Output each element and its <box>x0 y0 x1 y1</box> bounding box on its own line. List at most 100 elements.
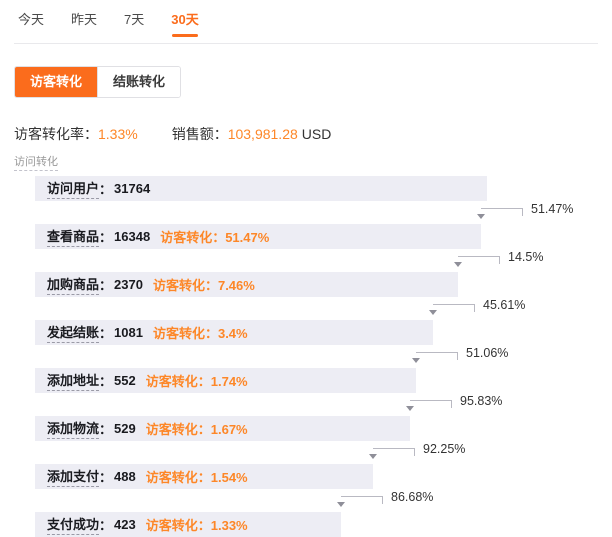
sales-amount-stat: 销售额：103,981.28 USD <box>172 124 332 144</box>
conversion-type-toggle: 访客转化 结账转化 <box>14 66 182 98</box>
funnel-bar-add-address[interactable]: 添加地址： 552 访客转化：1.74% <box>35 368 416 393</box>
stage-name[interactable]: 发起结账 <box>47 322 100 343</box>
down-arrow-icon <box>454 262 462 267</box>
step-connector-2: 14.5% <box>454 249 598 272</box>
stage-separator: ： <box>99 278 113 293</box>
tab-yesterday-label: 昨天 <box>71 12 98 27</box>
funnel-bar-visit-users[interactable]: 访问用户： 31764 <box>35 176 487 201</box>
funnel-bar-add-to-cart[interactable]: 加购商品： 2370 访客转化：7.46% <box>35 272 458 297</box>
conversion-value: 51.47% <box>225 230 270 245</box>
visitor-conversion-text: 访客转化：3.4% <box>153 323 248 342</box>
conversion-funnel: 访问用户： 31764 51.47% 查看商品： 16348 访客转化：51.47%… <box>35 176 598 537</box>
conversion-value: 1.33% <box>210 518 248 533</box>
funnel-bar-add-shipping[interactable]: 添加物流： 529 访客转化：1.67% <box>35 416 410 441</box>
stage-separator: ： <box>99 518 113 533</box>
stage-separator: ： <box>99 422 113 437</box>
step-conversion-label: 14.5% <box>508 250 544 264</box>
step-bracket-line <box>481 208 523 216</box>
step-connector-7: 86.68% <box>337 489 598 512</box>
visitor-conversion-rate-value: 1.33% <box>98 126 138 142</box>
funnel-hint-text: 访问转化 <box>14 156 58 171</box>
stage-separator: ： <box>99 182 113 197</box>
sales-amount-label: 销售额： <box>171 126 228 142</box>
stage-value: 16348 <box>114 229 151 244</box>
checkout-conversion-button[interactable]: 结账转化 <box>97 67 181 97</box>
step-bracket-line <box>373 448 415 456</box>
step-connector-5: 95.83% <box>406 393 598 416</box>
step-conversion-label: 86.68% <box>391 490 434 504</box>
stage-value: 2370 <box>114 277 143 292</box>
funnel-bar-add-payment[interactable]: 添加支付： 488 访客转化：1.54% <box>35 464 373 489</box>
tab-30days-label: 30天 <box>171 12 199 27</box>
conversion-prefix: 访客转化： <box>145 518 211 533</box>
stage-value: 488 <box>114 469 136 484</box>
tab-7days-label: 7天 <box>124 12 145 27</box>
tab-7days[interactable]: 7天 <box>124 9 144 43</box>
conversion-prefix: 访客转化： <box>145 422 211 437</box>
conversion-prefix: 访客转化： <box>145 374 211 389</box>
stage-name[interactable]: 加购商品 <box>47 274 100 295</box>
stage-value: 552 <box>114 373 136 388</box>
funnel-bar-initiate-checkout[interactable]: 发起结账： 1081 访客转化：3.4% <box>35 320 433 345</box>
stage-value: 423 <box>114 517 136 532</box>
down-arrow-icon <box>369 454 377 459</box>
active-tab-underline <box>172 34 198 37</box>
down-arrow-icon <box>477 214 485 219</box>
down-arrow-icon <box>406 406 414 411</box>
stage-separator: ： <box>99 470 113 485</box>
date-range-tabs: 今天 昨天 7天 30天 <box>14 0 598 44</box>
stage-separator: ： <box>99 374 113 389</box>
conversion-prefix: 访客转化： <box>152 326 218 341</box>
down-arrow-icon <box>412 358 420 363</box>
stage-separator: ： <box>99 230 113 245</box>
visitor-conversion-rate-stat: 访客转化率：1.33% <box>14 124 138 144</box>
stage-name[interactable]: 添加支付 <box>47 466 100 487</box>
tab-today[interactable]: 今天 <box>18 9 44 43</box>
step-bracket-line <box>458 256 500 264</box>
step-conversion-label: 51.47% <box>531 202 574 216</box>
conversion-prefix: 访客转化： <box>152 278 218 293</box>
conversion-prefix: 访客转化： <box>160 230 226 245</box>
funnel-hint[interactable]: 访问转化 <box>14 153 58 171</box>
stage-value: 529 <box>114 421 136 436</box>
tab-today-label: 今天 <box>18 12 45 27</box>
tab-yesterday[interactable]: 昨天 <box>71 9 97 43</box>
stage-name[interactable]: 查看商品 <box>47 226 100 247</box>
stage-value: 1081 <box>114 325 143 340</box>
sales-amount-value: 103,981.28 <box>227 126 298 142</box>
down-arrow-icon <box>429 310 437 315</box>
down-arrow-icon <box>337 502 345 507</box>
sales-amount-currency: USD <box>301 126 332 142</box>
step-bracket-line <box>341 496 383 504</box>
stage-name[interactable]: 添加地址 <box>47 370 100 391</box>
visitor-conversion-text: 访客转化：1.33% <box>146 515 248 534</box>
step-connector-6: 92.25% <box>369 441 598 464</box>
stage-name[interactable]: 支付成功 <box>47 514 100 535</box>
step-conversion-label: 51.06% <box>466 346 509 360</box>
tab-30days[interactable]: 30天 <box>171 9 199 43</box>
summary-stats: 访客转化率：1.33% 销售额：103,981.28 USD <box>14 124 598 144</box>
visitor-conversion-text: 访客转化：1.74% <box>146 371 248 390</box>
step-conversion-label: 92.25% <box>423 442 466 456</box>
visitor-conversion-text: 访客转化：51.47% <box>160 227 269 246</box>
step-connector-3: 45.61% <box>429 297 598 320</box>
stage-name[interactable]: 添加物流 <box>47 418 100 439</box>
visitor-conversion-text: 访客转化：1.67% <box>146 419 248 438</box>
conversion-value: 1.67% <box>210 422 248 437</box>
conversion-value: 1.54% <box>210 470 248 485</box>
step-conversion-label: 95.83% <box>460 394 503 408</box>
funnel-bar-view-product[interactable]: 查看商品： 16348 访客转化：51.47% <box>35 224 481 249</box>
conversion-value: 1.74% <box>210 374 248 389</box>
stage-separator: ： <box>99 326 113 341</box>
step-connector-4: 51.06% <box>412 345 598 368</box>
stage-name[interactable]: 访问用户 <box>47 178 100 199</box>
funnel-bar-payment-success[interactable]: 支付成功： 423 访客转化：1.33% <box>35 512 341 537</box>
visitor-conversion-text: 访客转化：7.46% <box>153 275 255 294</box>
visitor-conversion-button[interactable]: 访客转化 <box>15 67 98 97</box>
visitor-conversion-text: 访客转化：1.54% <box>146 467 248 486</box>
step-bracket-line <box>410 400 452 408</box>
conversion-value: 7.46% <box>217 278 255 293</box>
conversion-prefix: 访客转化： <box>145 470 211 485</box>
conversion-value: 3.4% <box>217 326 248 341</box>
